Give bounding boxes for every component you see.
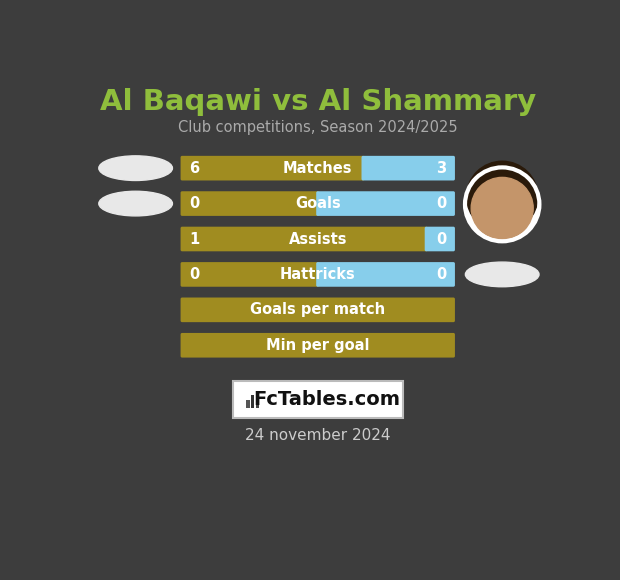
Text: 0: 0 — [436, 196, 446, 211]
FancyBboxPatch shape — [232, 382, 403, 418]
FancyBboxPatch shape — [247, 400, 249, 408]
FancyBboxPatch shape — [425, 227, 455, 251]
Text: Al Baqawi vs Al Shammary: Al Baqawi vs Al Shammary — [100, 88, 536, 116]
Text: FcTables.com: FcTables.com — [254, 390, 401, 409]
Text: Matches: Matches — [283, 161, 353, 176]
FancyBboxPatch shape — [180, 262, 319, 287]
Text: 0: 0 — [189, 196, 200, 211]
Ellipse shape — [99, 191, 172, 216]
Circle shape — [466, 161, 538, 232]
Text: Assists: Assists — [288, 231, 347, 246]
Circle shape — [471, 177, 533, 239]
Text: 0: 0 — [189, 267, 200, 282]
Text: 0: 0 — [436, 231, 446, 246]
Ellipse shape — [466, 262, 539, 287]
Text: Club competitions, Season 2024/2025: Club competitions, Season 2024/2025 — [178, 120, 458, 135]
Text: 6: 6 — [190, 161, 200, 176]
Text: Goals: Goals — [295, 196, 340, 211]
Text: Goals per match: Goals per match — [250, 302, 385, 317]
FancyBboxPatch shape — [251, 396, 254, 408]
Circle shape — [465, 168, 539, 241]
Text: Hattricks: Hattricks — [280, 267, 356, 282]
Text: Min per goal: Min per goal — [266, 338, 370, 353]
Text: 0: 0 — [436, 267, 446, 282]
FancyBboxPatch shape — [180, 298, 455, 322]
Text: 1: 1 — [189, 231, 200, 246]
FancyBboxPatch shape — [180, 156, 365, 180]
FancyBboxPatch shape — [180, 333, 455, 358]
Ellipse shape — [99, 156, 172, 180]
FancyBboxPatch shape — [316, 191, 455, 216]
FancyBboxPatch shape — [180, 191, 319, 216]
FancyBboxPatch shape — [316, 262, 455, 287]
FancyBboxPatch shape — [180, 227, 428, 251]
Text: 3: 3 — [436, 161, 446, 176]
FancyBboxPatch shape — [255, 398, 259, 408]
FancyBboxPatch shape — [361, 156, 455, 180]
Text: 24 november 2024: 24 november 2024 — [245, 428, 391, 443]
